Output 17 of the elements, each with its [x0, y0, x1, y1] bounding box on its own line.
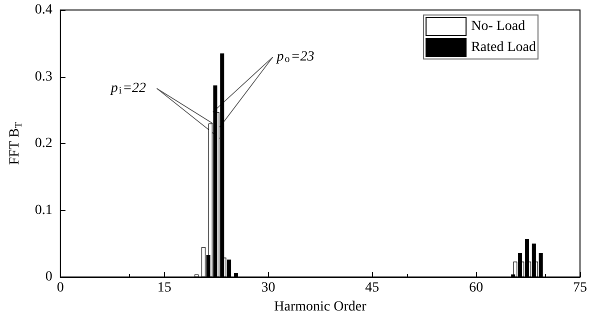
legend-label: No- Load: [471, 19, 526, 34]
annotation: po=23: [276, 50, 314, 66]
y-tick-label: 0.2: [34, 136, 52, 151]
y-tick-label: 0.3: [34, 69, 52, 84]
annotation: pi=22: [110, 80, 146, 96]
y-tick-label: 0.4: [34, 2, 52, 18]
x-tick-label: 75: [573, 280, 587, 296]
legend-label: Rated Load: [471, 40, 536, 55]
x-tick-label: 30: [261, 280, 276, 296]
y-axis-title: FFT BT: [8, 122, 24, 165]
y-tick-label: 0.1: [34, 202, 52, 218]
x-axis-title: Harmonic Order: [274, 299, 367, 314]
x-tick-label: 60: [469, 280, 484, 296]
x-tick-label: 45: [365, 280, 380, 296]
y-tick-label: 0: [45, 270, 52, 284]
x-tick-label: 15: [157, 280, 172, 296]
x-tick-label: 0: [56, 280, 64, 296]
